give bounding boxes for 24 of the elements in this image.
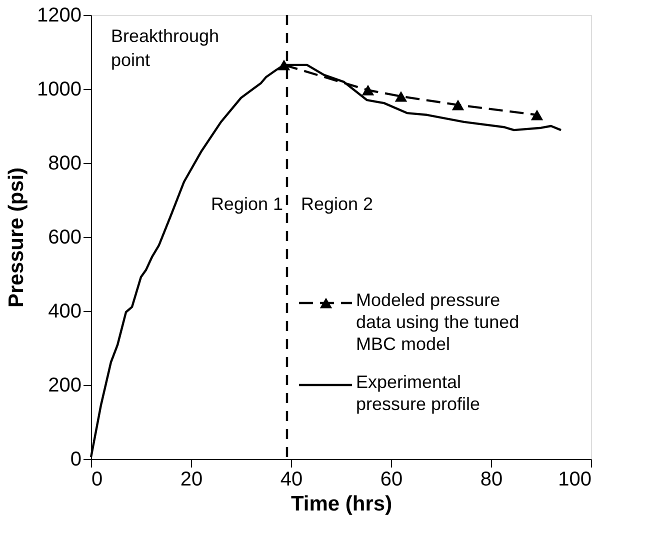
point xyxy=(362,84,374,96)
y-tick-label: 0 xyxy=(70,448,82,470)
annotation: Region 2 xyxy=(301,194,374,214)
x-tick-label: 40 xyxy=(280,468,303,490)
x-tick-label: 100 xyxy=(558,468,592,490)
annotation: Breakthrough point xyxy=(111,26,220,70)
point xyxy=(452,100,464,110)
y-tick-label: 400 xyxy=(48,300,82,322)
legend-label: Experimental pressure profile xyxy=(356,372,480,414)
annotation: Region 1 xyxy=(210,194,283,214)
y-tick-label: 800 xyxy=(48,152,82,174)
point xyxy=(530,110,544,120)
y-tick-label: 1000 xyxy=(37,78,82,100)
y-tick-label: 1200 xyxy=(37,4,82,26)
y-axis-title: Pressure (psi) xyxy=(5,167,28,308)
y-tick-label: 600 xyxy=(48,226,82,248)
y-tick-label: 200 xyxy=(48,374,82,396)
x-tick-label: 80 xyxy=(480,468,503,490)
point xyxy=(394,91,408,102)
x-tick-label: 20 xyxy=(180,468,203,490)
x-axis-title: Time (hrs) xyxy=(290,492,392,516)
x-tick-label: 60 xyxy=(380,468,403,490)
x-tick-label: 0 xyxy=(92,468,103,490)
legend-label: Modeled pressure data using the tuned MBC model xyxy=(356,290,520,354)
